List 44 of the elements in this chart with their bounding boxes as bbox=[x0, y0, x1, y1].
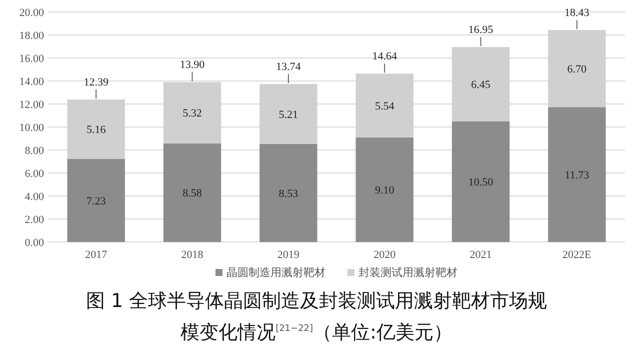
y-tick-label: 18.00 bbox=[19, 30, 44, 42]
data-label: 8.53 bbox=[278, 188, 299, 200]
legend-label: 晶圆制造用溅射靶材 bbox=[226, 266, 326, 279]
bar bbox=[356, 137, 414, 242]
data-label: 6.45 bbox=[471, 79, 491, 92]
y-tick-label: 20.00 bbox=[19, 7, 44, 19]
bar bbox=[548, 107, 606, 242]
bar bbox=[163, 143, 222, 242]
total-label: 13.90 bbox=[180, 59, 206, 72]
x-tick-label: 2017 bbox=[85, 249, 108, 261]
y-tick-label: 2.00 bbox=[24, 214, 44, 226]
data-label: 11.73 bbox=[564, 170, 590, 182]
data-label: 9.10 bbox=[374, 184, 395, 197]
total-label: 16.95 bbox=[468, 24, 494, 36]
y-tick-label: 12.00 bbox=[19, 99, 44, 111]
total-label: 13.74 bbox=[276, 60, 302, 73]
text: 图 1 全球半导体晶圆制造及封装测试用溅射靶材市场规模变化情况$^{[21−22]}$（单位:亿美元） bbox=[84, 289, 548, 346]
x-tick-label: 2018 bbox=[181, 249, 204, 261]
data-label: 5.54 bbox=[374, 100, 395, 112]
x-tick-label: 2021 bbox=[470, 249, 492, 261]
y-tick-label: 16.00 bbox=[19, 53, 44, 65]
y-tick-label: 4.00 bbox=[24, 191, 44, 203]
y-tick-label: 0.00 bbox=[24, 237, 44, 249]
x-tick-label: 2022E bbox=[562, 249, 592, 261]
data-label: 7.23 bbox=[86, 195, 106, 208]
legend-label: 封装测试用溅射靶材 bbox=[358, 266, 458, 279]
data-label: 5.16 bbox=[86, 124, 106, 136]
total-label: 14.64 bbox=[372, 50, 398, 63]
data-label: 6.70 bbox=[567, 64, 588, 76]
y-tick-label: 10.00 bbox=[19, 122, 44, 134]
data-label: 5.32 bbox=[182, 108, 202, 120]
bar bbox=[452, 121, 510, 242]
bar bbox=[67, 158, 125, 242]
y-tick-label: 6.00 bbox=[24, 168, 44, 180]
x-tick-label: 2019 bbox=[277, 249, 300, 261]
x-tick-label: 2020 bbox=[374, 249, 396, 261]
data-label: 10.50 bbox=[468, 176, 494, 189]
y-tick-label: 14.00 bbox=[19, 76, 44, 88]
total-label: 12.39 bbox=[84, 76, 109, 89]
data-label: 8.58 bbox=[182, 188, 202, 200]
total-label: 18.43 bbox=[564, 7, 590, 20]
y-tick-label: 8.00 bbox=[24, 145, 44, 157]
data-label: 5.21 bbox=[278, 108, 298, 121]
bar bbox=[260, 144, 318, 242]
